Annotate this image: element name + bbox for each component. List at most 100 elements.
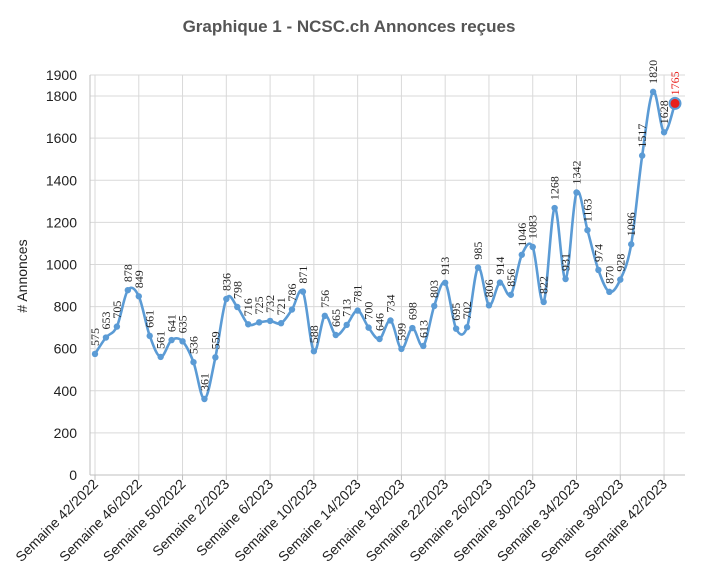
data-label: 661	[143, 310, 157, 328]
data-point	[266, 317, 274, 325]
data-label: 786	[285, 284, 299, 302]
y-tick-label: 1800	[46, 88, 77, 104]
data-point	[398, 345, 405, 353]
data-label: 716	[241, 298, 255, 316]
data-label: 1163	[580, 199, 594, 223]
data-point	[660, 129, 668, 136]
data-point	[551, 204, 558, 212]
data-label: 928	[613, 254, 627, 272]
y-tick-label: 200	[54, 425, 78, 441]
data-point	[234, 303, 241, 311]
data-point	[124, 286, 132, 294]
y-tick-label: 400	[54, 383, 78, 399]
data-label: 849	[132, 270, 146, 288]
data-label: 803	[427, 280, 441, 298]
data-point	[365, 324, 372, 331]
data-labels: 5756537058788496615616416355363615598367…	[88, 60, 682, 391]
data-point	[584, 226, 591, 234]
data-points	[91, 88, 682, 403]
data-point	[332, 331, 339, 339]
data-point	[354, 307, 361, 314]
data-point	[201, 395, 208, 403]
data-label: 1820	[646, 60, 660, 84]
data-label: 1517	[635, 124, 649, 148]
data-point	[540, 298, 547, 306]
data-point	[452, 325, 460, 332]
data-point	[529, 243, 536, 251]
data-label: 1628	[657, 100, 671, 124]
data-point	[441, 279, 449, 286]
x-tick-label: Semaine 2/2023	[149, 476, 233, 560]
data-point	[212, 354, 219, 361]
data-label: 1268	[548, 176, 562, 200]
data-label: 1096	[624, 212, 638, 236]
chart-title: Graphique 1 - NCSC.ch Annonces reçues	[183, 17, 516, 36]
data-label: 698	[405, 302, 419, 320]
data-label: 985	[471, 242, 485, 260]
x-tick-label: Semaine 42/2023	[581, 476, 670, 565]
data-label: 559	[208, 331, 222, 349]
y-tick-label: 1000	[46, 256, 77, 272]
data-point	[474, 264, 482, 271]
data-label: 653	[99, 312, 113, 330]
data-point	[376, 335, 383, 343]
data-point	[223, 295, 230, 303]
data-point-highlight	[668, 96, 682, 110]
data-label: 914	[493, 257, 507, 275]
data-point	[562, 275, 569, 283]
data-label: 878	[121, 264, 135, 282]
data-label: 931	[559, 253, 573, 271]
data-point	[343, 321, 350, 329]
data-label: 635	[176, 315, 190, 333]
data-point	[255, 319, 263, 326]
data-point	[518, 251, 525, 258]
data-point	[190, 358, 197, 366]
data-label: 781	[351, 285, 365, 303]
data-point	[179, 338, 186, 345]
data-point	[245, 321, 252, 328]
y-tick-label: 1400	[46, 172, 77, 188]
data-point	[387, 317, 394, 324]
data-label: 734	[383, 294, 397, 312]
data-label: 1765	[668, 71, 682, 95]
data-label: 836	[219, 273, 233, 291]
data-label: 822	[537, 276, 551, 294]
data-label: 665	[329, 309, 343, 327]
data-label: 700	[362, 302, 376, 320]
data-label: 641	[165, 314, 179, 332]
data-point	[277, 320, 285, 327]
data-point	[321, 312, 329, 320]
y-tick-label: 800	[54, 299, 78, 315]
data-label: 806	[482, 279, 496, 297]
data-point	[595, 266, 602, 274]
data-point	[463, 324, 471, 331]
data-label: 561	[154, 331, 168, 349]
data-label: 913	[438, 257, 452, 275]
data-label: 721	[274, 297, 288, 315]
data-point	[431, 302, 438, 310]
data-point	[628, 241, 635, 248]
data-label: 732	[263, 295, 277, 313]
data-point	[496, 279, 504, 286]
data-label: 705	[110, 301, 124, 319]
data-label: 798	[230, 281, 244, 299]
data-point	[485, 302, 493, 309]
data-point	[168, 336, 175, 344]
axes	[89, 75, 685, 480]
y-tick-label: 600	[54, 341, 78, 357]
data-point	[135, 293, 142, 300]
data-point	[409, 324, 416, 332]
data-label: 1342	[570, 160, 584, 184]
data-label: 702	[460, 301, 474, 319]
data-point	[146, 332, 153, 340]
data-label: 871	[296, 266, 310, 284]
y-axis-label: # Annonces	[14, 239, 30, 312]
data-label: 756	[318, 290, 332, 308]
data-point	[157, 353, 164, 361]
data-label: 536	[186, 336, 200, 354]
y-tick-label: 0	[69, 467, 77, 483]
data-label: 713	[340, 299, 354, 317]
y-tick-label: 1600	[46, 130, 77, 146]
x-tick-label: Semaine 6/2023	[193, 476, 277, 560]
